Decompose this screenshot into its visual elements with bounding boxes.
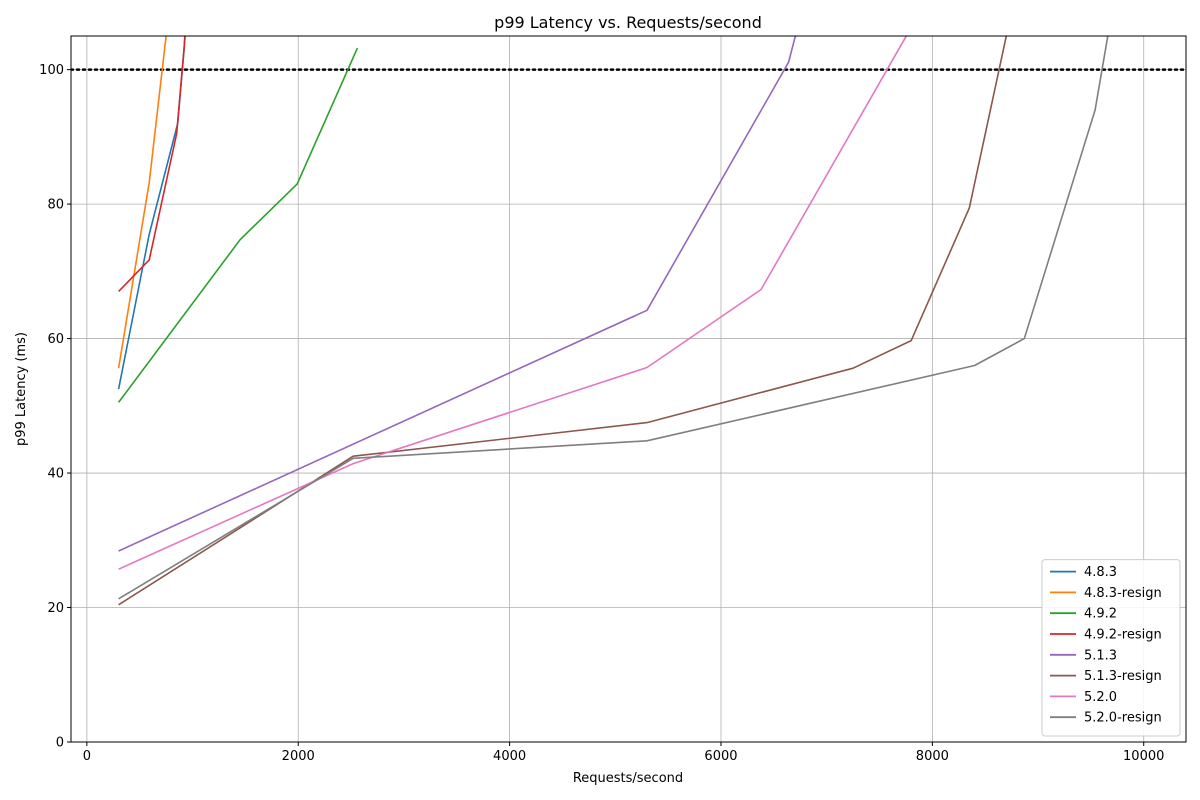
series-line-5.2.0-resign [118, 36, 1109, 600]
legend-label: 4.9.2-resign [1084, 628, 1162, 643]
x-tick-label: 4000 [493, 749, 526, 764]
series-line-5.1.3 [118, 36, 797, 552]
x-tick-label: 2000 [282, 749, 315, 764]
y-tick-label: 40 [47, 467, 64, 482]
chart-title: p99 Latency vs. Requests/second [494, 13, 762, 32]
y-tick-label: 80 [47, 198, 64, 213]
legend-label: 4.8.3-resign [1084, 586, 1162, 601]
y-tick-label: 100 [39, 63, 64, 78]
series-line-4.8.3 [117, 36, 186, 390]
axis-ticks: 0 2000 4000 6000 8000 10000 0 20 40 60 80 100 [39, 63, 1164, 764]
series-line-4.9.2-resign [118, 36, 186, 293]
x-tick-label: 6000 [704, 749, 737, 764]
legend-label: 5.2.0 [1084, 690, 1117, 705]
y-tick-label: 60 [47, 332, 64, 347]
legend-label: 5.1.3-resign [1084, 669, 1162, 684]
x-tick-label: 10000 [1123, 749, 1164, 764]
legend-label: 4.8.3 [1084, 565, 1117, 580]
x-axis-title: Requests/second [573, 771, 683, 786]
legend: 4.8.3 4.8.3-resign 4.9.2 4.9.2-resign 5.1.3 5… [1041, 559, 1181, 737]
series-lines [117, 36, 1109, 606]
legend-label: 5.1.3 [1084, 648, 1117, 663]
series-line-4.9.2 [117, 47, 359, 403]
plot-frame [70, 35, 1187, 743]
legend-label: 5.2.0-resign [1084, 711, 1162, 726]
legend-label: 4.9.2 [1084, 607, 1117, 622]
y-tick-label: 0 [56, 736, 64, 751]
series-line-5.2.0 [118, 36, 908, 570]
grid-lines [71, 36, 1186, 743]
y-tick-label: 20 [47, 601, 64, 616]
x-tick-label: 0 [83, 749, 91, 764]
y-axis-title: p99 Latency (ms) [14, 332, 29, 446]
x-tick-label: 8000 [916, 749, 949, 764]
legend-box [1041, 559, 1181, 737]
series-line-5.1.3-resign [118, 36, 1008, 606]
